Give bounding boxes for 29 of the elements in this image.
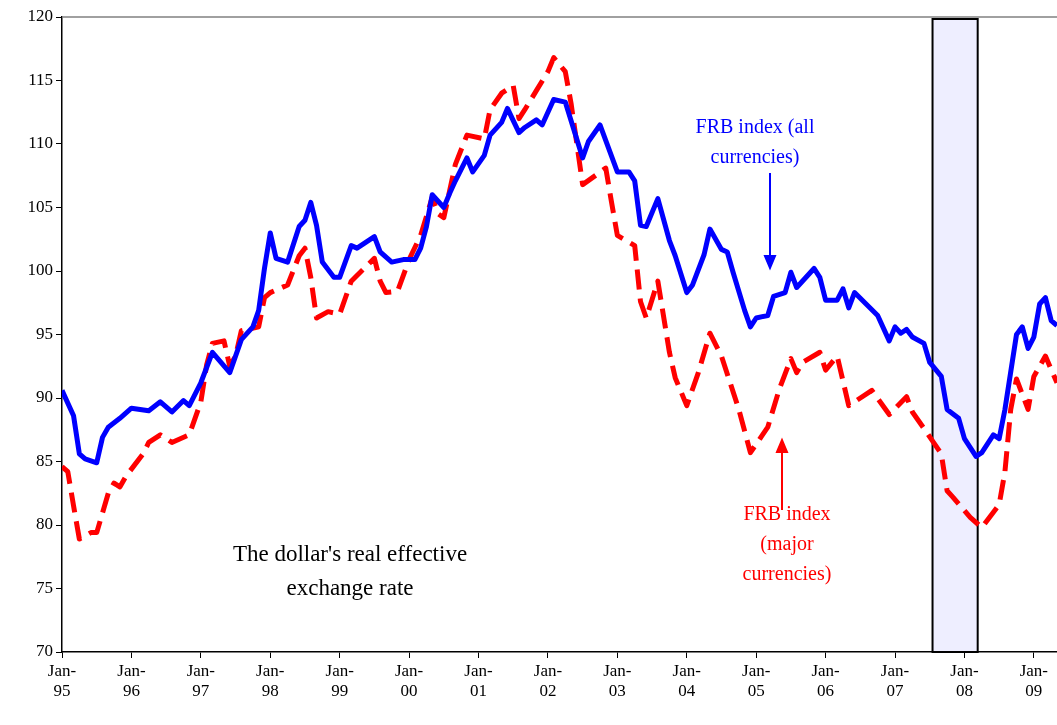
x-tick-label: Jan-06 (811, 660, 841, 701)
annotation: The dollar's real effective exchange rate (231, 540, 469, 602)
y-tick-label: 105 (27, 196, 53, 216)
x-tick-label: Jan-08 (950, 660, 979, 701)
x-tick-label: Jan-01 (464, 660, 494, 701)
x-tick-label: Jan-96 (117, 660, 146, 701)
x-tick-label: Jan-09 (1019, 660, 1049, 701)
x-tick-label: Jan-98 (256, 660, 285, 701)
y-tick-label: 115 (28, 69, 53, 89)
x-tick-label: Jan-03 (603, 660, 632, 701)
y-tick-label: 75 (36, 577, 53, 597)
x-tick-label: Jan-04 (672, 660, 702, 701)
annotation: FRB index (all currencies) (694, 114, 816, 170)
y-tick-label: 90 (36, 387, 53, 407)
x-tick-label: Jan-99 (325, 660, 355, 701)
y-tick-label: 70 (36, 641, 53, 661)
x-tick-label: Jan-07 (880, 660, 910, 701)
x-tick-label: Jan-97 (186, 660, 216, 701)
y-tick-label: 80 (36, 514, 53, 534)
y-tick-label: 95 (36, 323, 53, 343)
x-tick-label: Jan-05 (742, 660, 771, 701)
y-tick-label: 85 (36, 450, 53, 470)
x-tick-label: Jan-95 (47, 660, 77, 701)
annotation: FRB index (major currencies) (741, 501, 833, 587)
y-tick-label: 120 (27, 6, 53, 26)
y-tick-label: 100 (27, 260, 53, 280)
x-tick-label: Jan-02 (533, 660, 563, 701)
y-tick-label: 110 (28, 133, 53, 153)
x-tick-label: Jan-00 (394, 660, 424, 701)
